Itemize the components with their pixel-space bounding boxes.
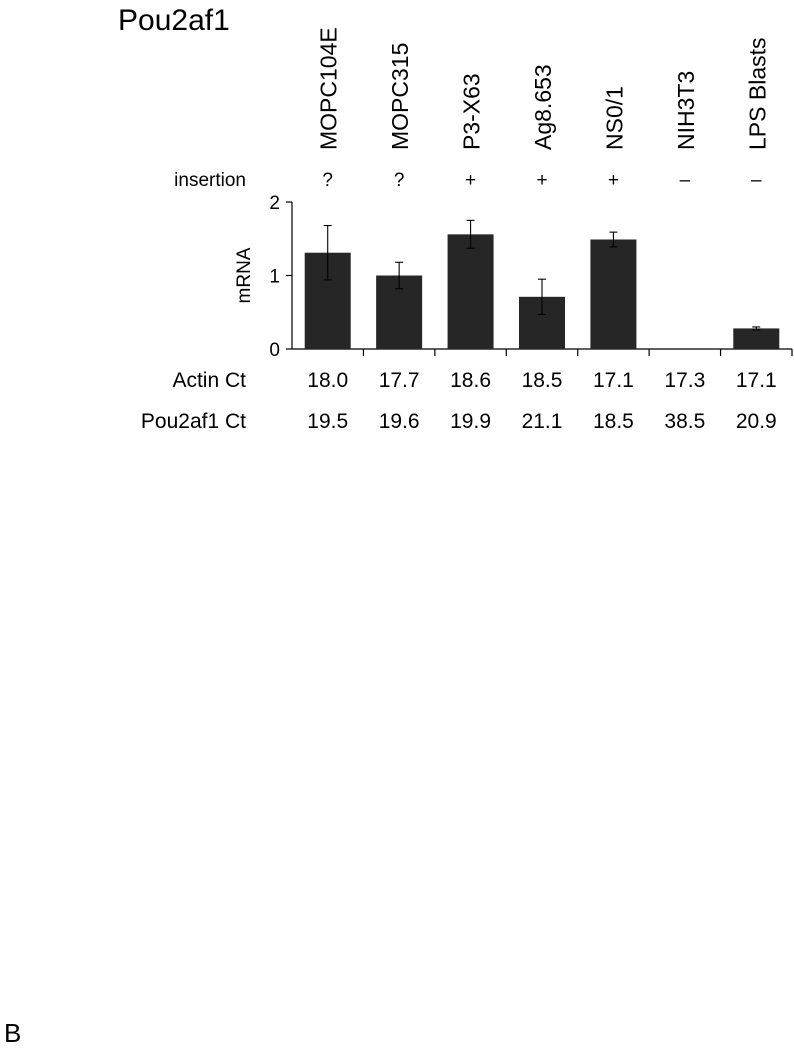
row-value: 17.1 (736, 369, 777, 392)
row-value: + (536, 170, 547, 191)
row-value: ? (394, 170, 405, 191)
row-value: 17.3 (664, 369, 705, 392)
row-label: Actin Ct (172, 369, 246, 392)
row-value: – (680, 170, 691, 191)
row-value: 17.7 (379, 369, 420, 392)
row-value: + (465, 170, 476, 191)
row-value: 18.0 (307, 369, 348, 392)
row-value: 19.5 (307, 410, 348, 433)
category-label: MOPC315 (387, 43, 413, 150)
category-label: NS0/1 (601, 86, 627, 150)
row-value: ? (322, 170, 333, 191)
row-value: 38.5 (664, 410, 705, 433)
bar (733, 328, 780, 349)
row-value: 18.5 (522, 369, 563, 392)
y-tick-label: 1 (269, 267, 280, 288)
row-value: 17.1 (593, 369, 634, 392)
category-label: MOPC104E (316, 27, 342, 150)
row-value: 19.9 (450, 410, 491, 433)
y-tick-label: 2 (269, 193, 280, 214)
row-value: 18.5 (593, 410, 634, 433)
row-value: + (608, 170, 619, 191)
row-label: Pou2af1 Ct (141, 410, 246, 433)
plot-layer: 0 1 2 mRNA MOPC104E MOPC315 P3-X63 Ag8.653 NS0/1… (141, 27, 793, 433)
row-value: 20.9 (736, 410, 777, 433)
y-tick-label: 0 (269, 340, 280, 361)
bar (590, 239, 637, 349)
category-label: LPS Blasts (744, 38, 770, 151)
bar (447, 234, 494, 349)
row-label: insertion (174, 170, 246, 191)
y-axis-label: mRNA (234, 247, 255, 303)
row-value: 19.6 (379, 410, 420, 433)
category-label: P3-X63 (459, 73, 485, 150)
row-value: – (751, 170, 762, 191)
category-label: Ag8.653 (530, 64, 556, 150)
row-value: 21.1 (522, 410, 563, 433)
panel-letter: B (4, 1018, 22, 1048)
chart-title: Pou2af1 (118, 4, 230, 37)
row-value: 18.6 (450, 369, 491, 392)
category-label: NIH3T3 (673, 71, 699, 150)
